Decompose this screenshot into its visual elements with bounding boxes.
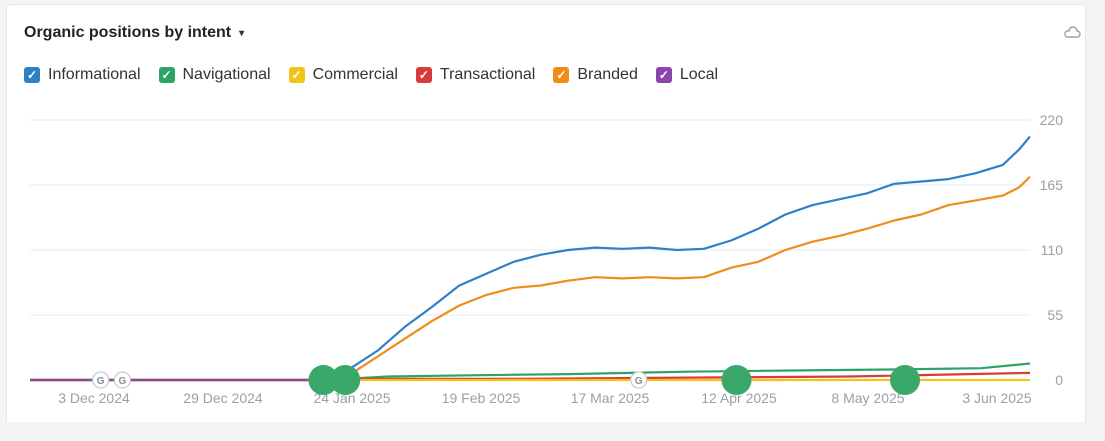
legend-item-commercial[interactable]: ✓ Commercial xyxy=(288,66,398,84)
checkbox-icon[interactable]: ✓ xyxy=(288,67,305,83)
checkbox-icon[interactable]: ✓ xyxy=(24,67,40,83)
series-line-informational xyxy=(30,135,1031,382)
x-tick-label: 3 Jun 2025 xyxy=(962,390,1031,406)
x-tick-label: 3 Dec 2024 xyxy=(58,390,130,406)
google-update-label: G xyxy=(97,376,105,387)
x-tick-label: 17 Mar 2025 xyxy=(571,390,650,406)
y-tick-label: 0 xyxy=(1055,372,1063,388)
google-update-label: G xyxy=(635,376,643,387)
series-line-navigational xyxy=(30,362,1031,382)
event-marker xyxy=(308,365,339,395)
y-tick-label: 55 xyxy=(1047,307,1063,323)
widget-title-text: Organic positions by intent xyxy=(24,24,232,41)
legend-item-local[interactable]: ✓ Local xyxy=(655,66,719,84)
google-update-marker xyxy=(630,371,648,389)
legend-label: Transactional xyxy=(439,66,536,83)
chevron-down-icon[interactable]: ▾ xyxy=(239,27,245,39)
cloud-icon[interactable] xyxy=(1063,24,1081,42)
google-update-marker xyxy=(92,371,110,389)
event-marker xyxy=(890,365,920,395)
bottom-strip xyxy=(6,422,1084,441)
checkbox-icon[interactable]: ✓ xyxy=(415,67,432,83)
legend: ✓ Informational ✓ Navigational ✓ Commercial ✓ T… xyxy=(24,66,718,84)
legend-item-transactional[interactable]: ✓ Transactional xyxy=(415,66,536,84)
x-tick-label: 8 May 2025 xyxy=(831,390,904,406)
google-update-marker xyxy=(113,371,131,389)
chart-card xyxy=(6,4,1086,424)
legend-item-navigational[interactable]: ✓ Navigational xyxy=(158,66,271,84)
event-marker xyxy=(721,365,752,395)
legend-label: Navigational xyxy=(182,66,271,83)
x-tick-label: 19 Feb 2025 xyxy=(442,390,521,406)
legend-label: Informational xyxy=(48,66,141,83)
google-update-label: G xyxy=(119,376,127,387)
legend-item-informational[interactable]: ✓ Informational xyxy=(24,66,141,84)
series-line-branded xyxy=(30,175,1031,382)
x-tick-label: 24 Jan 2025 xyxy=(313,390,390,406)
y-tick-label: 165 xyxy=(1040,177,1064,193)
legend-item-branded[interactable]: ✓ Branded xyxy=(553,66,638,84)
x-tick-label: 29 Dec 2024 xyxy=(183,390,263,406)
legend-label: Commercial xyxy=(312,66,398,83)
y-tick-label: 110 xyxy=(1041,242,1064,258)
checkbox-icon[interactable]: ✓ xyxy=(158,67,175,83)
y-tick-label: 220 xyxy=(1040,112,1064,128)
widget-title[interactable]: Organic positions by intent ▾ xyxy=(24,24,244,42)
checkbox-icon[interactable]: ✓ xyxy=(553,67,570,83)
x-tick-label: 12 Apr 2025 xyxy=(701,390,777,406)
legend-label: Local xyxy=(679,66,719,83)
legend-label: Branded xyxy=(577,66,638,83)
checkbox-icon[interactable]: ✓ xyxy=(655,67,672,83)
event-marker xyxy=(330,365,361,395)
